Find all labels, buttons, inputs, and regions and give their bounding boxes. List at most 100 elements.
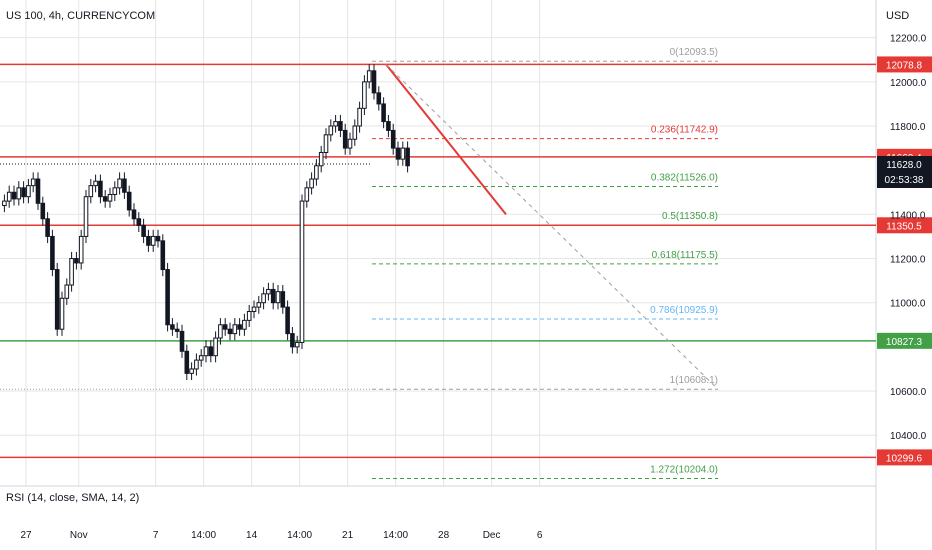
candle-body xyxy=(376,92,382,105)
candle-body xyxy=(184,350,190,374)
candle-body xyxy=(213,337,218,357)
candle-body xyxy=(155,235,161,242)
price-tick-label: 11800.0 xyxy=(890,122,926,133)
candle-body xyxy=(299,200,305,343)
candle-body xyxy=(131,209,137,220)
candle-body xyxy=(74,258,79,264)
candle-body xyxy=(35,178,41,204)
candle-body xyxy=(232,324,238,335)
fib-label: 0.5(11350.8) xyxy=(662,211,718,222)
fib-label: 1(10608.1) xyxy=(670,375,718,386)
candle-body xyxy=(112,187,118,195)
fib-label: 0.618(11175.5) xyxy=(652,250,718,261)
fib-label: 0(12093.5) xyxy=(670,47,718,58)
current-price-label: 11628.0 xyxy=(886,160,922,171)
time-tick-label: 27 xyxy=(20,530,32,541)
candle-body xyxy=(352,125,358,140)
fib-label: 0.786(10925.9) xyxy=(650,305,718,316)
candle-body xyxy=(357,107,362,127)
candle-body xyxy=(366,70,372,83)
candle-body xyxy=(146,235,151,246)
candle-body xyxy=(102,196,108,202)
candle-body xyxy=(21,187,26,198)
currency-label: USD xyxy=(886,10,909,22)
candle-body xyxy=(189,368,194,374)
candle-body xyxy=(107,193,113,202)
candle-body xyxy=(261,293,266,304)
candle-body xyxy=(237,324,242,330)
candle-body xyxy=(309,178,314,189)
candle-body xyxy=(246,311,252,321)
time-tick-label: 14:00 xyxy=(191,530,216,541)
level-tag xyxy=(877,332,932,349)
candle-body xyxy=(59,297,65,330)
candle-body xyxy=(338,121,343,131)
candle-body xyxy=(122,178,127,193)
level-tag-label: 10827.3 xyxy=(886,337,923,348)
candle-body xyxy=(150,235,156,246)
trend-lines xyxy=(385,63,719,390)
candle-body xyxy=(280,291,286,308)
candle-body xyxy=(381,103,386,123)
time-tick-label: 28 xyxy=(438,530,450,541)
rsi-label-text: RSI (14, close, SMA, 14, 2) xyxy=(6,492,140,504)
candle-body xyxy=(69,258,74,286)
candle-body xyxy=(6,191,12,202)
candle-body xyxy=(26,185,31,198)
symbol-title: US 100, 4h, CURRENCYCOM xyxy=(6,10,155,22)
candles xyxy=(2,64,410,380)
price-axis: 10400.0 10600.0 11000.0 11200.0 11400.0 11800… xyxy=(877,34,932,442)
candle-body xyxy=(318,152,324,167)
candle-body xyxy=(203,346,209,357)
fib-label: 0.382(11526.0) xyxy=(651,173,718,184)
level-tag-label: 12078.8 xyxy=(886,60,923,71)
level-tag-label: 11350.5 xyxy=(886,221,922,232)
candle-body xyxy=(275,291,281,304)
level-tag xyxy=(877,217,932,234)
candle-body xyxy=(64,284,70,299)
candle-body xyxy=(2,200,7,207)
time-axis: 27 Nov 7 14:00 14 14:00 21 14:00 28 Dec 6 xyxy=(20,530,542,541)
candle-body xyxy=(78,235,84,264)
time-tick-label: Nov xyxy=(70,530,88,541)
candle-body xyxy=(141,224,146,237)
projection-line xyxy=(385,64,719,390)
candle-body xyxy=(270,288,276,304)
price-tick-label: 12000.0 xyxy=(890,78,927,89)
price-tick-label: 10400.0 xyxy=(890,431,927,442)
candle-body xyxy=(198,355,204,361)
candle-body xyxy=(136,218,142,226)
candle-body xyxy=(333,121,338,127)
candle-body xyxy=(390,129,396,149)
candle-body xyxy=(285,306,290,335)
rsi-indicator-label[interactable]: RSI (14, close, SMA, 14, 2) xyxy=(6,492,139,504)
time-tick-label: 14 xyxy=(246,530,258,541)
candle-body xyxy=(304,187,310,202)
level-tag xyxy=(877,449,932,466)
fib-label: 0.236(11742.9) xyxy=(651,125,718,136)
currency-text: USD xyxy=(886,10,910,22)
candle-body xyxy=(323,134,329,154)
candle-body xyxy=(347,138,353,149)
candle-body xyxy=(242,319,247,330)
time-tick-label: 14:00 xyxy=(383,530,408,541)
candle-body xyxy=(98,180,103,198)
candle-body xyxy=(342,129,348,149)
candle-body xyxy=(179,330,185,352)
candle-body xyxy=(11,191,17,200)
trendline xyxy=(385,63,507,215)
fib-label: 1.272(10204.0) xyxy=(650,464,718,475)
candle-body xyxy=(50,235,55,271)
candle-body xyxy=(165,269,170,326)
candle-body xyxy=(227,328,233,335)
candle-body xyxy=(222,324,228,330)
candle-body xyxy=(294,341,300,348)
level-tag xyxy=(877,56,932,73)
current-price-tag xyxy=(877,155,932,188)
candle-body xyxy=(208,346,214,357)
candle-body xyxy=(400,147,406,160)
price-tick-label: 12200.0 xyxy=(890,34,927,45)
candle-body xyxy=(386,121,391,131)
candle-body xyxy=(117,178,122,189)
